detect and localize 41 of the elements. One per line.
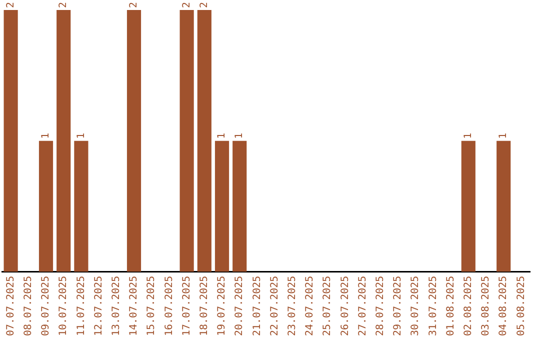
x-tick-label: 16.07.2025 (164, 276, 175, 336)
x-tick-label: 07.07.2025 (5, 276, 16, 336)
x-tick-label: 17.07.2025 (181, 276, 192, 336)
data-label: 1 (40, 132, 52, 139)
data-label: 2 (128, 2, 140, 8)
x-tick-label: 25.07.2025 (322, 276, 334, 336)
x-tick-label: 27.07.2025 (357, 276, 368, 336)
x-tick-label: 22.07.2025 (269, 276, 280, 336)
x-tick-label: 05.08.2025 (516, 276, 527, 336)
x-tick-label: 09.07.2025 (40, 276, 52, 336)
x-tick-label: 12.07.2025 (93, 276, 104, 336)
x-tick-label: 13.07.2025 (110, 276, 122, 336)
data-label: 1 (462, 132, 474, 139)
data-label: 1 (234, 132, 246, 139)
x-tick-label: 29.07.2025 (392, 276, 404, 336)
x-tick-label: 03.08.2025 (480, 276, 492, 336)
x-tick-label: 08.07.2025 (22, 276, 34, 336)
x-tick-label: 28.07.2025 (374, 276, 386, 336)
data-label: 1 (76, 132, 87, 139)
data-label: 2 (58, 2, 70, 8)
x-tick-label: 19.07.2025 (216, 276, 228, 336)
x-tick-label: 04.08.2025 (498, 276, 510, 336)
x-tick-label: 02.08.2025 (462, 276, 474, 336)
data-label: 2 (181, 2, 192, 8)
x-tick-label: 23.07.2025 (286, 276, 298, 336)
x-tick-label: 10.07.2025 (58, 276, 70, 336)
x-tick-label: 18.07.2025 (198, 276, 210, 336)
data-label: 1 (498, 132, 510, 139)
data-label: 2 (5, 2, 16, 8)
x-tick-label: 11.07.2025 (76, 276, 87, 336)
x-tick-label: 21.07.2025 (252, 276, 263, 336)
x-tick-label: 14.07.2025 (128, 276, 140, 336)
x-tick-label: 30.07.2025 (410, 276, 422, 336)
x-tick-label: 01.08.2025 (445, 276, 456, 336)
x-tick-label: 24.07.2025 (304, 276, 316, 336)
data-label: 1 (216, 132, 228, 139)
x-tick-label: 31.07.2025 (428, 276, 439, 336)
x-tick-label: 26.07.2025 (340, 276, 351, 336)
x-tick-label: 20.07.2025 (234, 276, 246, 336)
x-tick-label: 15.07.2025 (146, 276, 158, 336)
data-label: 2 (198, 2, 210, 8)
